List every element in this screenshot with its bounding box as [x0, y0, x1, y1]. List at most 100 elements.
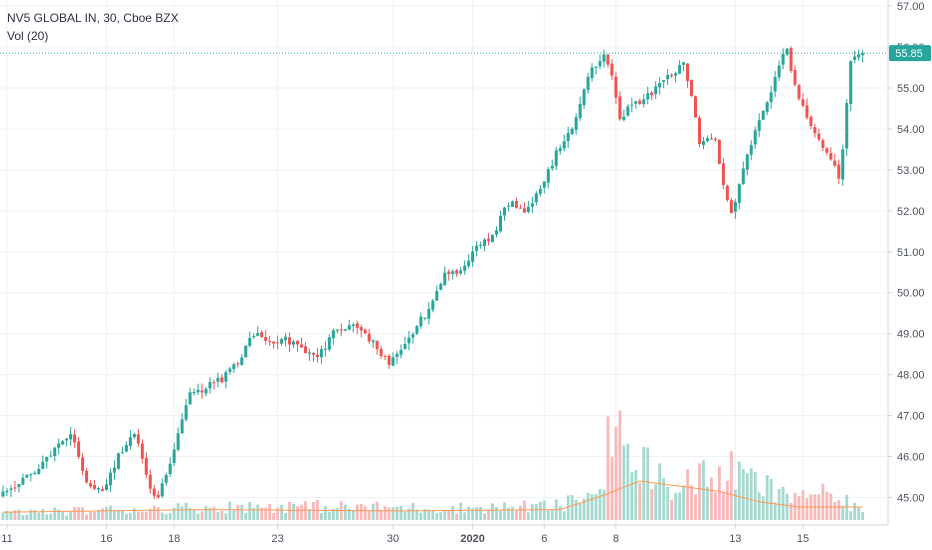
- candle-body: [188, 392, 192, 405]
- candle-body: [618, 96, 622, 120]
- volume-bar: [69, 511, 73, 520]
- candle: [212, 379, 216, 390]
- candle: [642, 94, 646, 108]
- candle: [268, 336, 272, 347]
- candle-body: [694, 96, 698, 118]
- candle: [566, 126, 570, 149]
- volume-bar: [140, 511, 144, 520]
- candle-body: [829, 153, 833, 160]
- volume-bar: [578, 503, 582, 520]
- volume-bar: [136, 511, 140, 520]
- candle-body: [801, 99, 805, 106]
- candle-body: [415, 326, 419, 334]
- candle-body: [208, 382, 212, 389]
- candle-body: [522, 208, 526, 213]
- candle: [383, 354, 387, 361]
- volume-bar: [256, 504, 260, 520]
- candle: [168, 457, 172, 477]
- candle-body: [678, 65, 682, 74]
- candle-body: [431, 300, 435, 310]
- candle-body: [761, 110, 765, 120]
- volume-bar: [825, 491, 829, 520]
- candle: [606, 53, 610, 68]
- candle: [1, 485, 5, 498]
- candle-body: [367, 333, 371, 342]
- candle: [264, 329, 268, 345]
- candle-body: [698, 117, 701, 145]
- candle: [112, 460, 116, 480]
- volume-bar: [718, 466, 721, 520]
- candle: [116, 452, 120, 470]
- volume-bar: [721, 492, 725, 520]
- volume-bar: [228, 501, 232, 520]
- candle-body: [156, 494, 160, 498]
- candle: [41, 455, 45, 470]
- volume-bar: [467, 506, 471, 520]
- volume-bar: [463, 512, 467, 520]
- volume-bar: [399, 505, 403, 520]
- candle-body: [705, 138, 709, 142]
- candle: [837, 159, 841, 185]
- price-axis-tick-label: 53.00: [897, 165, 925, 177]
- candle: [682, 62, 686, 72]
- candle: [343, 328, 347, 332]
- candle: [367, 329, 371, 344]
- volume-bar: [57, 509, 61, 520]
- candle: [196, 383, 200, 395]
- volume-bar: [53, 507, 57, 520]
- candle-body: [53, 447, 57, 457]
- candle: [769, 85, 773, 109]
- price-axis-tick-label: 45.00: [897, 492, 925, 504]
- candle: [132, 432, 136, 439]
- volume-bar: [327, 512, 331, 520]
- candle: [634, 100, 638, 109]
- volume-bar: [272, 512, 276, 520]
- volume-bar: [323, 506, 327, 520]
- candle: [331, 328, 335, 345]
- volume-bar: [17, 509, 21, 520]
- candle-body: [487, 238, 491, 241]
- candle: [829, 147, 833, 161]
- candle-body: [514, 201, 518, 208]
- candle-body: [264, 336, 268, 341]
- volume-bar: [737, 461, 741, 520]
- candle-body: [825, 148, 829, 153]
- candle-body: [292, 341, 296, 345]
- candle-body: [562, 141, 566, 149]
- candle: [510, 200, 514, 207]
- volume-bar: [188, 508, 192, 520]
- candle: [164, 472, 168, 486]
- candle-body: [204, 388, 208, 394]
- candle: [721, 158, 725, 190]
- time-axis-tick-label: 13: [729, 533, 741, 545]
- candle-body: [518, 207, 522, 209]
- candle-body: [355, 323, 359, 328]
- candle-body: [21, 477, 25, 485]
- candle-body: [634, 101, 638, 104]
- volume-bar: [670, 499, 674, 520]
- candle: [542, 181, 546, 194]
- volume-bar: [443, 510, 447, 520]
- candle: [323, 341, 327, 357]
- candle-body: [5, 490, 9, 493]
- candle: [216, 372, 220, 388]
- price-axis-tick-label: 55.00: [897, 83, 925, 95]
- volume-bar: [300, 504, 303, 520]
- candle: [13, 480, 17, 492]
- candle-body: [713, 138, 717, 140]
- candle: [451, 269, 455, 280]
- candle: [725, 184, 729, 202]
- candle-body: [343, 329, 347, 331]
- candle: [427, 302, 431, 325]
- candle-body: [654, 86, 658, 95]
- candle: [459, 266, 463, 276]
- candle-body: [101, 489, 104, 492]
- candle: [614, 71, 618, 105]
- candle-body: [805, 105, 809, 118]
- candle: [849, 60, 853, 112]
- candle: [745, 153, 749, 176]
- candle-body: [841, 149, 845, 180]
- candle: [717, 139, 721, 165]
- candle: [327, 334, 331, 352]
